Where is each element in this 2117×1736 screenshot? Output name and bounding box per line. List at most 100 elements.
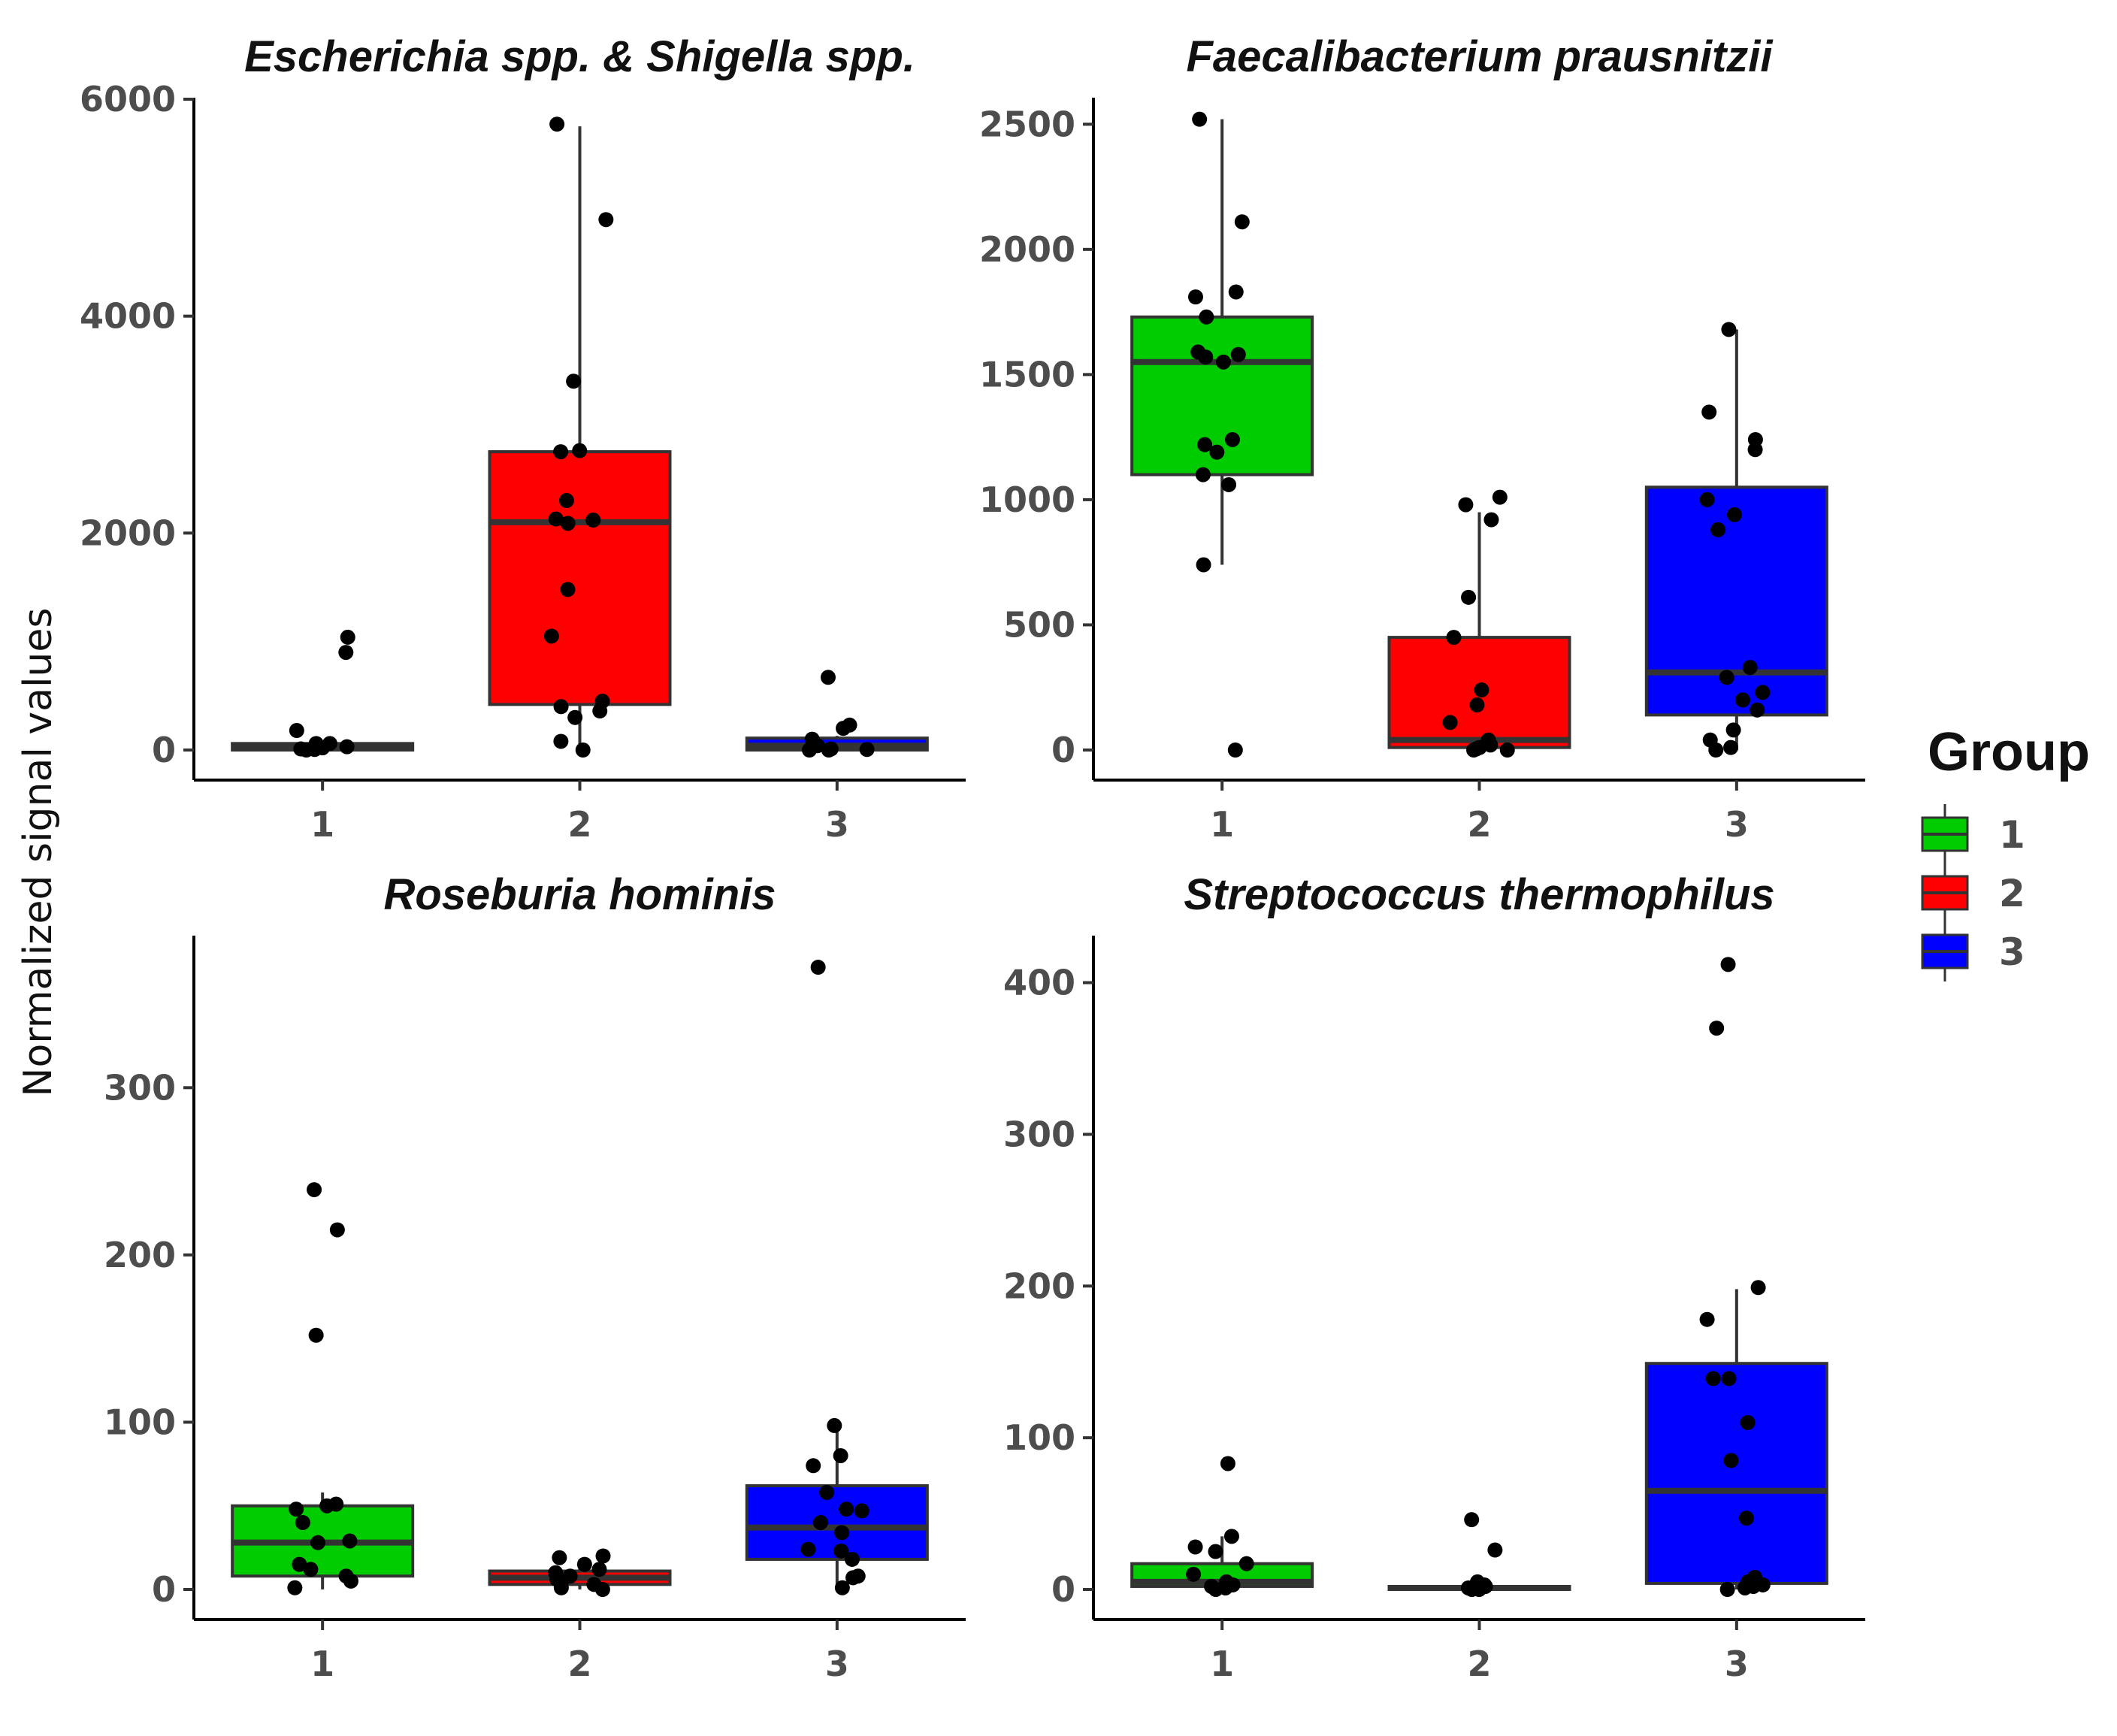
panel-1-data-point: [592, 703, 608, 719]
panel-1-data-point: [836, 721, 851, 736]
panel-2-data-point: [1199, 309, 1214, 325]
panel-3-data-point: [595, 1548, 611, 1564]
panel-1-data-point: [548, 511, 564, 527]
panel-1-data-point: [340, 629, 355, 645]
panel-3-box-group-3: [745, 1484, 929, 1561]
panel-2-data-point: [1483, 512, 1499, 528]
panel-2-data-point: [1725, 722, 1741, 738]
panel-1-data-point: [575, 742, 591, 758]
panel-1-data-point: [553, 699, 569, 715]
panel-1-x-tick-label: 2: [567, 804, 591, 845]
panel-2-x-tick-label: 1: [1210, 804, 1234, 845]
panel-4-data-point: [1719, 1582, 1735, 1597]
panel-1-data-point: [289, 723, 304, 739]
panel-3-data-point: [834, 1525, 850, 1541]
panel-2-data-point: [1499, 742, 1515, 758]
panel-4-box-group-3: [1644, 1362, 1828, 1585]
panel-3-data-point: [819, 1484, 835, 1500]
panel-3-data-point: [845, 1570, 861, 1586]
legend-label-2: 2: [1999, 872, 2025, 915]
panel-4-data-point: [1238, 1556, 1254, 1571]
panel-1-data-point: [553, 733, 569, 749]
panel-2-data-point: [1221, 476, 1237, 492]
panel-2-data-point: [1710, 522, 1726, 537]
panel-4-y-tick-label: 300: [1003, 1114, 1075, 1154]
panel-3-data-point: [810, 960, 826, 975]
panel-1-data-point: [585, 513, 601, 528]
panel-4-data-point: [1709, 1021, 1725, 1036]
panel-1-data-point: [598, 212, 614, 228]
panel-4-data-point: [1220, 1456, 1235, 1471]
panel-2-data-point: [1196, 557, 1211, 573]
panel-4-data-point: [1723, 1453, 1739, 1468]
panel-3-data-point: [827, 1417, 842, 1433]
panel-2-data-point: [1228, 284, 1244, 300]
panel-1-data-point: [820, 670, 836, 685]
panel-2-data-point: [1734, 692, 1750, 708]
panel-4-data-point: [1721, 1371, 1737, 1387]
panel-3-title: Roseburia hominis: [383, 870, 776, 919]
panel-4-data-point: [1187, 1539, 1203, 1555]
panel-2-y-tick-label: 2500: [979, 104, 1075, 144]
legend-label-3: 3: [1999, 930, 2025, 974]
panel-2-data-point: [1701, 404, 1717, 420]
panel-2-y-tick-label: 1000: [979, 479, 1075, 520]
panel-3-data-point: [310, 1535, 326, 1550]
panel-1-data-point: [338, 645, 354, 661]
panel-3-data-point: [289, 1502, 304, 1517]
panel-3-data-point: [834, 1580, 850, 1595]
panel-2-y-tick-label: 500: [1003, 604, 1075, 645]
panel-3-data-point: [292, 1556, 307, 1572]
panel-3-data-point: [553, 1580, 569, 1595]
panel-3-x-tick-label: 2: [567, 1644, 591, 1684]
panel-4-data-point: [1487, 1542, 1503, 1558]
panel-2-y-tick-label: 2000: [979, 229, 1075, 270]
panel-1-title: Escherichia spp. & Shigella spp.: [244, 32, 915, 81]
panel-2-data-point: [1469, 697, 1485, 713]
y-axis-label: Normalized signal values: [16, 608, 61, 1097]
panel-1-y-tick-label: 4000: [80, 296, 176, 337]
panel-2-data-point: [1197, 437, 1213, 452]
panel-2-box-group-3: [1644, 485, 1828, 717]
panel-2-data-point: [1708, 742, 1724, 758]
panel-1-y-tick-label: 2000: [80, 513, 176, 553]
panel-3-x-tick-label: 1: [310, 1644, 334, 1684]
panel-3-y-tick-label: 0: [152, 1569, 176, 1610]
panel-2-data-point: [1230, 346, 1246, 362]
panel-4-y-tick-label: 0: [1051, 1569, 1075, 1610]
panel-3-data-point: [594, 1582, 610, 1597]
panel-3-data-point: [343, 1573, 358, 1589]
panel-2-y-tick-label: 0: [1051, 730, 1075, 770]
panel-1-data-point: [549, 116, 565, 132]
panel-1-data-point: [322, 736, 337, 752]
panel-2-data-point: [1461, 589, 1477, 605]
panel-2-data-point: [1209, 444, 1225, 460]
panel-3-data-point: [287, 1580, 303, 1595]
panel-3-data-point: [800, 1541, 816, 1557]
panel-3-data-point: [839, 1502, 854, 1517]
panel-2-data-point: [1224, 431, 1240, 447]
panel-2-data-point: [1750, 702, 1765, 718]
panel-3-x-tick-label: 3: [825, 1644, 849, 1684]
panel-4-title: Streptococcus thermophilus: [1184, 870, 1774, 919]
panel-3-data-point: [329, 1222, 345, 1238]
panel-3-data-point: [806, 1458, 821, 1474]
panel-2-data-point: [1442, 715, 1458, 730]
panel-2-data-point: [1747, 442, 1763, 458]
panel-4-data-point: [1705, 1371, 1721, 1387]
panel-4-y-tick-label: 400: [1003, 963, 1075, 1003]
panel-2-data-point: [1227, 742, 1243, 758]
panel-1-data-point: [567, 709, 583, 725]
panel-2-data-point: [1234, 214, 1250, 230]
panel-3-data-point: [576, 1556, 592, 1572]
panel-1-data-point: [802, 742, 818, 758]
panel-3-data-point: [591, 1562, 607, 1577]
panel-2-data-point: [1719, 670, 1734, 685]
panel-4-x-tick-label: 1: [1210, 1644, 1234, 1684]
panel-2-data-point: [1723, 739, 1739, 755]
panel-1-y-tick-label: 6000: [80, 79, 176, 119]
panel-1-data-point: [560, 582, 576, 597]
panel-1-data-point: [560, 516, 576, 531]
panel-3-data-point: [308, 1327, 324, 1343]
panel-3-data-point: [307, 1182, 322, 1198]
